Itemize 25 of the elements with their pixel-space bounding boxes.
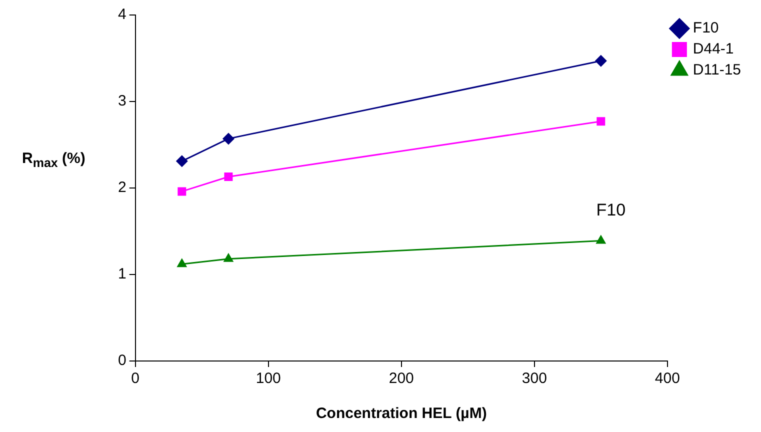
y-axis-title: R$_{max}$ (%) (22, 150, 86, 170)
point (176, 155, 188, 168)
legend-label: D44-1 (692, 40, 734, 58)
y-tick-label: 2 (118, 179, 126, 196)
point (222, 132, 234, 145)
point (176, 258, 188, 268)
point (223, 252, 234, 262)
x-axis-title: Concentration HEL (µM) (316, 405, 487, 422)
point (178, 187, 186, 196)
legend-label: F10 (692, 20, 719, 37)
x-tick-label: 200 (388, 370, 414, 388)
y-tick-label: 4 (118, 6, 126, 24)
point (596, 117, 606, 126)
x-tick-label: 300 (522, 370, 547, 388)
point (594, 54, 607, 67)
point (596, 234, 606, 244)
y-tick-label: 3 (118, 92, 126, 110)
y-tick-label: 0 (118, 352, 126, 370)
x-tick-label: 400 (654, 370, 680, 388)
y-tick-label: 1 (118, 266, 126, 283)
point (224, 172, 233, 181)
x-tick-label: 0 (131, 370, 140, 388)
x-tick-label: 100 (256, 370, 281, 388)
legend-label: D11-15 (692, 62, 742, 79)
annotation: F10 (596, 200, 626, 220)
